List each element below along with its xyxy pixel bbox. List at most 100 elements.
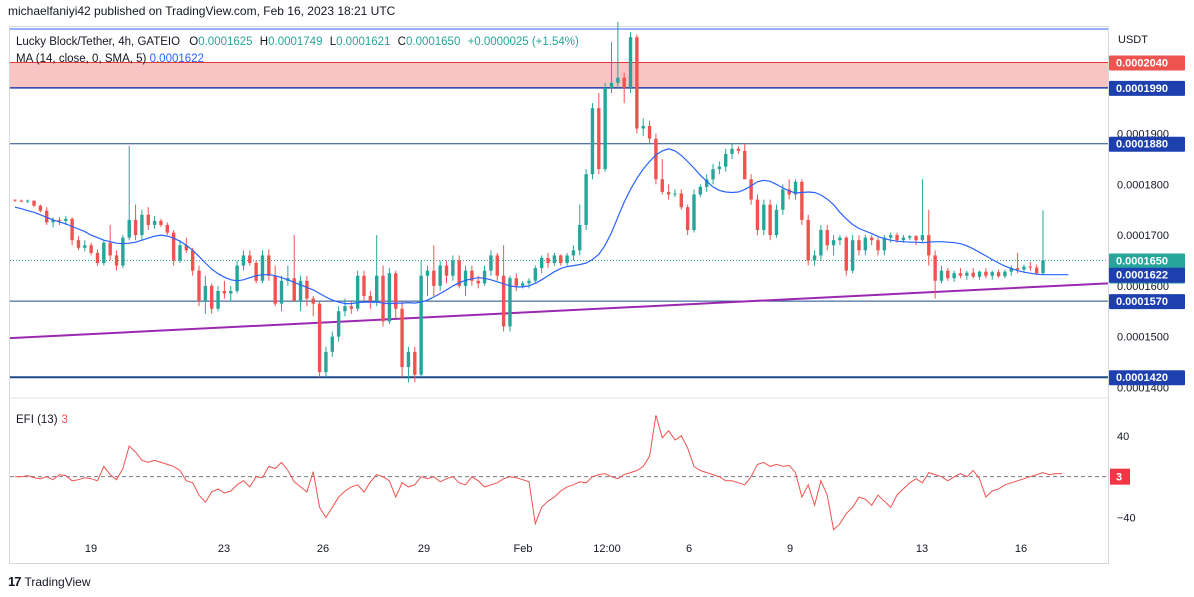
- candle-body: [977, 271, 982, 277]
- time-tick-label: 9: [787, 543, 793, 555]
- candle-body: [914, 236, 918, 241]
- candle-body: [470, 270, 474, 281]
- candle-body: [895, 235, 899, 241]
- candle-body: [102, 242, 106, 264]
- time-tick-label: Feb: [514, 543, 533, 555]
- candle-body: [641, 125, 645, 129]
- candle-body: [571, 250, 576, 256]
- candle-body: [108, 242, 112, 256]
- candle-body: [317, 303, 322, 373]
- candle-body: [800, 181, 804, 220]
- candle-body: [501, 275, 506, 327]
- candle-body: [628, 37, 633, 88]
- candle-body: [730, 148, 734, 154]
- candle-body: [660, 179, 664, 192]
- price-tag-label: 0.0001622: [1116, 270, 1168, 282]
- candle-body: [279, 280, 284, 304]
- candle-body: [679, 193, 683, 208]
- candle-body: [413, 351, 417, 375]
- candle-body: [819, 230, 823, 256]
- tradingview-footer[interactable]: 17 TradingView: [8, 574, 91, 589]
- candle-body: [311, 298, 315, 304]
- candle-body: [552, 255, 557, 264]
- candle-body: [603, 87, 607, 170]
- price-tag-box: [1109, 55, 1185, 71]
- price-tag-label: 0.0001990: [1116, 83, 1168, 95]
- time-tick-label: 13: [916, 543, 928, 555]
- candle-body: [260, 255, 265, 281]
- efi-tick-label: −40: [1117, 513, 1136, 525]
- candle-body: [673, 193, 677, 195]
- candle-body: [330, 336, 334, 352]
- candle-body: [152, 220, 157, 225]
- candle-body: [527, 280, 531, 284]
- candle-body: [559, 255, 563, 264]
- tradingview-logo-icon: 17: [8, 574, 22, 589]
- candle-body: [343, 306, 347, 312]
- candle-body: [140, 214, 144, 236]
- candle-body: [971, 272, 975, 277]
- price-tag-box: [1109, 294, 1185, 310]
- candle-body: [806, 219, 810, 261]
- candle-body: [939, 270, 944, 281]
- candle-body: [590, 108, 595, 175]
- candle-body: [1003, 271, 1007, 277]
- candle-body: [952, 273, 956, 279]
- ma-legend[interactable]: MA (14, close, 0, SMA, 5) 0.0001622: [16, 53, 204, 65]
- candle-body: [711, 169, 715, 180]
- candle-body: [724, 153, 728, 167]
- candle-body: [1028, 266, 1033, 268]
- candle-body: [273, 275, 277, 304]
- candle-body: [64, 218, 68, 221]
- chart-frame: [9, 26, 1109, 564]
- candle-body: [57, 219, 62, 221]
- high-label: H: [259, 36, 269, 48]
- candle-body: [546, 257, 550, 264]
- close-value: 0.0001650: [405, 36, 461, 48]
- candle-body: [927, 235, 931, 256]
- candle-body: [146, 214, 150, 225]
- candle-body: [946, 270, 950, 279]
- candle-body: [394, 273, 398, 309]
- ma-value: 0.0001622: [149, 53, 204, 65]
- candle-body: [133, 219, 138, 236]
- price-tag-label: 0.0001650: [1116, 255, 1168, 267]
- price-tag-label: 0.0001420: [1116, 372, 1168, 384]
- price-tag-label: 0.0001880: [1116, 139, 1168, 151]
- candle-body: [32, 200, 36, 206]
- symbol-legend[interactable]: Lucky Block/Tether, 4h, GATEIO O0.000162…: [16, 36, 579, 48]
- candle-body: [362, 275, 366, 297]
- low-value: 0.0001621: [336, 36, 391, 48]
- efi-value-tag-label: 3: [1116, 472, 1122, 484]
- candle-body: [336, 311, 341, 337]
- candle-body: [51, 219, 55, 223]
- time-tick-label: 26: [317, 543, 329, 555]
- candle-body: [178, 245, 182, 261]
- efi-value: 3: [61, 414, 68, 426]
- currency-unit[interactable]: USDT: [1118, 34, 1148, 46]
- candle-body: [635, 37, 639, 129]
- candle-body: [463, 270, 468, 286]
- candle-body: [825, 230, 829, 246]
- candle-body: [831, 240, 836, 246]
- candle-body: [920, 235, 925, 241]
- candle-body: [889, 235, 893, 238]
- candle-body: [381, 275, 385, 322]
- close-label: C: [397, 36, 406, 48]
- price-tag-box: [1109, 80, 1185, 96]
- candle-body: [622, 77, 626, 88]
- candle-body: [749, 179, 753, 200]
- candle-body: [597, 108, 601, 170]
- candle-body: [216, 290, 220, 309]
- candle-body: [45, 210, 49, 223]
- price-tag-label: 0.0001570: [1116, 296, 1168, 308]
- candle-body: [520, 283, 525, 286]
- candle-body: [114, 255, 119, 266]
- efi-legend[interactable]: EFI (13) 3: [16, 414, 68, 426]
- candle-body: [958, 273, 963, 276]
- candle-body: [736, 148, 741, 151]
- change-value: +0.0000025 (+1.54%): [467, 36, 579, 48]
- price-tag-box: [1109, 370, 1185, 386]
- candle-body: [539, 257, 544, 269]
